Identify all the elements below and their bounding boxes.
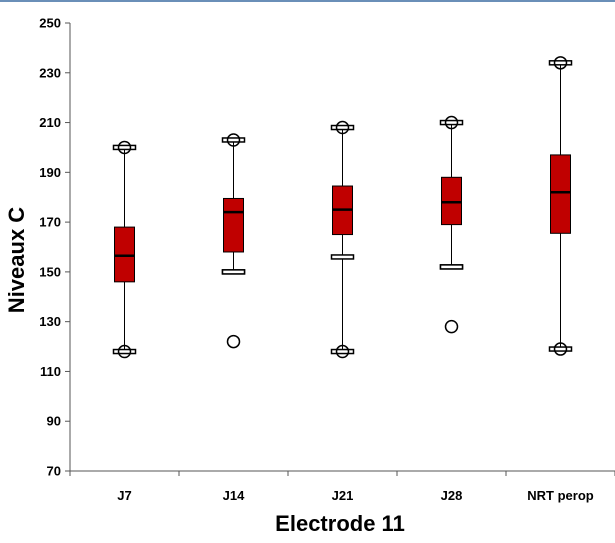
x-tick-label: J28 (441, 488, 463, 503)
y-tick-label: 210 (39, 115, 61, 130)
y-tick-label: 230 (39, 65, 61, 80)
box-iqr (550, 154, 571, 234)
mean-marker (330, 254, 355, 260)
outlier-point (335, 120, 350, 135)
x-axis-ticks: J7 J14 J21 J28 NRT perop (69, 471, 615, 503)
outlier-point (117, 344, 132, 359)
outlier-point (444, 319, 459, 334)
y-axis-ticks: 70 90 110 130 150 170 190 210 230 250 (39, 16, 70, 479)
box-j7 (112, 140, 137, 359)
outlier-point (553, 56, 568, 70)
y-tick-label: 250 (39, 16, 61, 31)
y-tick-label: 170 (39, 215, 61, 230)
box-j14 (221, 133, 246, 349)
mean-marker (221, 269, 246, 275)
whisker-cap (221, 137, 246, 143)
box-j21 (330, 120, 355, 359)
box-iqr (223, 197, 244, 253)
box-nrt-perop (548, 56, 573, 356)
outlier-point (117, 140, 132, 155)
whisker-cap (439, 119, 464, 126)
whisker-cap (112, 144, 137, 151)
x-tick-label: J7 (117, 488, 131, 503)
whisker-cap (548, 60, 573, 66)
outlier-point (553, 342, 568, 356)
y-tick-label: 70 (47, 464, 61, 479)
box-plot-series (112, 56, 573, 359)
whisker-cap (330, 124, 355, 131)
outlier-point (335, 344, 350, 359)
outlier-point (226, 133, 241, 147)
whisker-cap (112, 348, 137, 355)
whisker-cap (548, 346, 573, 352)
x-tick-label: J21 (332, 488, 354, 503)
y-axis-title: Niveaux C (4, 207, 29, 313)
x-tick-label: J14 (223, 488, 245, 503)
outlier-point (444, 115, 459, 130)
y-tick-label: 190 (39, 165, 61, 180)
y-tick-label: 110 (40, 364, 61, 379)
box-j28 (439, 115, 464, 334)
x-axis-title: Electrode 11 (275, 511, 405, 536)
window-top-border (0, 0, 615, 2)
y-tick-label: 90 (47, 414, 61, 429)
y-tick-label: 130 (39, 314, 61, 329)
whisker-cap (330, 348, 355, 355)
outlier-point (226, 334, 241, 349)
mean-marker (439, 264, 464, 270)
x-tick-label: NRT perop (527, 488, 594, 503)
y-tick-label: 150 (39, 264, 61, 279)
